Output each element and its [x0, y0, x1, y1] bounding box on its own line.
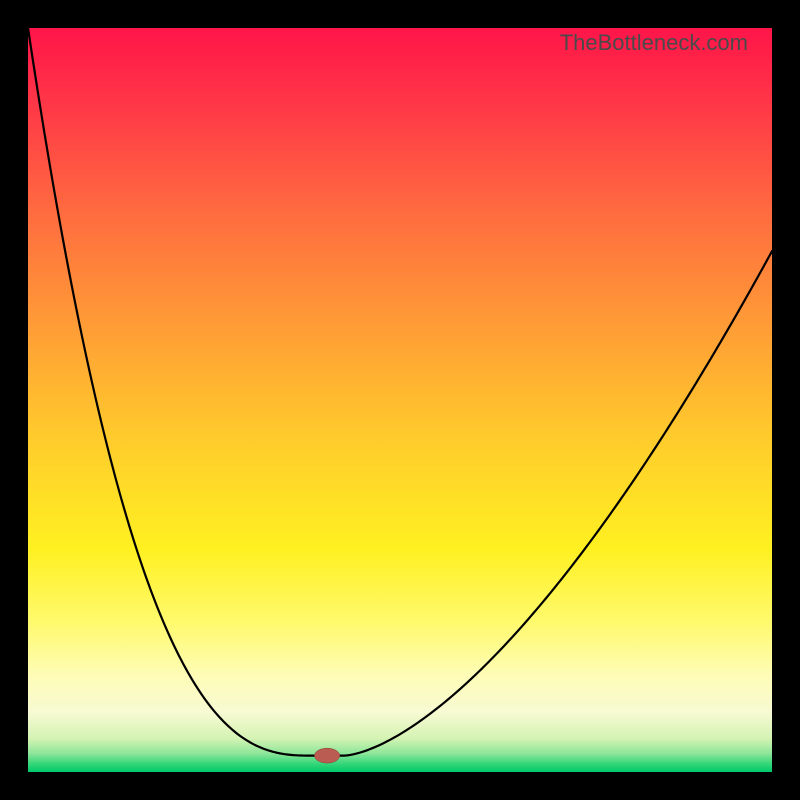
watermark-text: TheBottleneck.com [560, 30, 748, 56]
optimum-marker [314, 748, 339, 763]
chart-frame: TheBottleneck.com [0, 0, 800, 800]
plot-background [28, 28, 772, 772]
chart-svg [28, 28, 772, 772]
